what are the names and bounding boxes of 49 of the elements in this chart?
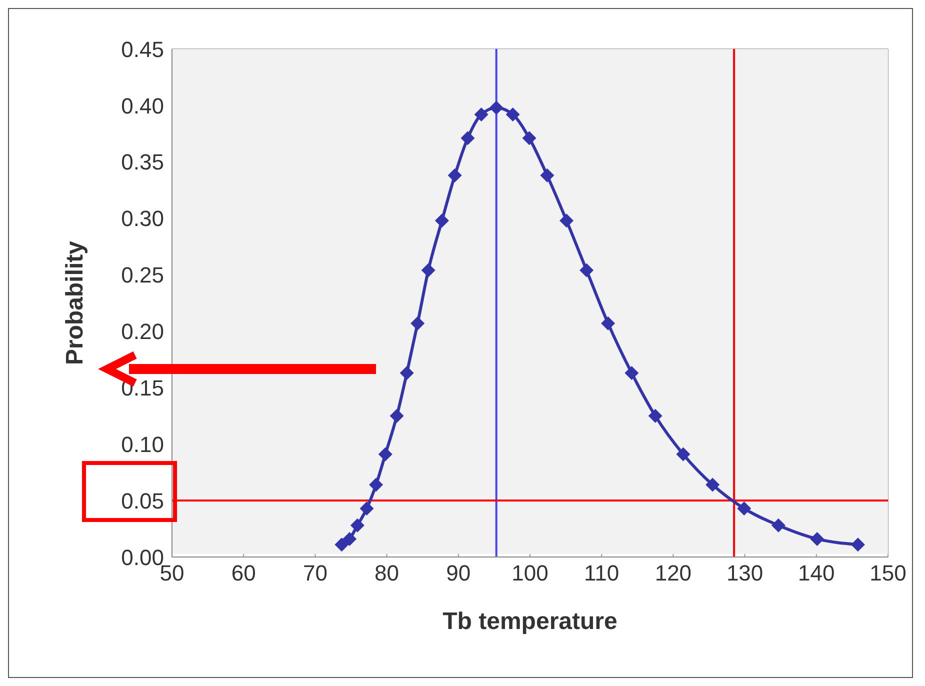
point — [540, 168, 554, 182]
y-tick-label: 0.20 — [121, 319, 164, 344]
point — [560, 214, 574, 228]
point — [489, 100, 504, 115]
y-tick-label: 0.10 — [121, 432, 164, 457]
x-tick-label: 90 — [446, 560, 471, 586]
point — [624, 366, 639, 380]
point — [342, 532, 357, 546]
x-axis-title: Tb temperature — [442, 608, 618, 635]
point — [378, 447, 392, 462]
point — [771, 518, 786, 532]
point — [850, 538, 865, 552]
point — [334, 538, 349, 552]
point — [580, 263, 594, 278]
point — [706, 478, 720, 492]
point — [648, 408, 662, 423]
x-tick-label: 150 — [870, 560, 906, 586]
point — [522, 131, 536, 146]
point — [737, 501, 752, 516]
point — [350, 518, 364, 532]
point — [410, 316, 425, 330]
x-tick-label: 100 — [512, 560, 548, 586]
y-tick-label: 0.45 — [121, 36, 164, 62]
point — [460, 131, 475, 146]
y-tick-label: 0.05 — [121, 488, 164, 514]
y-axis-title: Probability — [62, 240, 89, 366]
point — [448, 168, 462, 182]
x-tick-label: 70 — [302, 560, 328, 586]
y-tick-label: 0.35 — [121, 150, 164, 175]
x-tick-label: 80 — [374, 560, 400, 586]
point — [810, 532, 824, 546]
point — [421, 263, 436, 278]
point — [360, 501, 374, 516]
x-tick-label: 60 — [231, 560, 256, 586]
point — [400, 366, 414, 380]
point — [601, 316, 616, 330]
point — [390, 408, 404, 423]
point — [506, 107, 520, 122]
point — [369, 478, 384, 492]
point — [676, 447, 690, 462]
x-tick-label: 130 — [726, 560, 764, 586]
x-tick-label: 110 — [584, 560, 620, 586]
point — [474, 107, 488, 122]
y-tick-label: 0.30 — [121, 206, 164, 232]
x-tick-label: 140 — [798, 560, 835, 586]
point — [434, 214, 449, 228]
y-tick-label: 0.40 — [121, 93, 164, 118]
y-tick-label: 0.25 — [121, 262, 164, 288]
x-tick-label: 120 — [654, 560, 692, 586]
